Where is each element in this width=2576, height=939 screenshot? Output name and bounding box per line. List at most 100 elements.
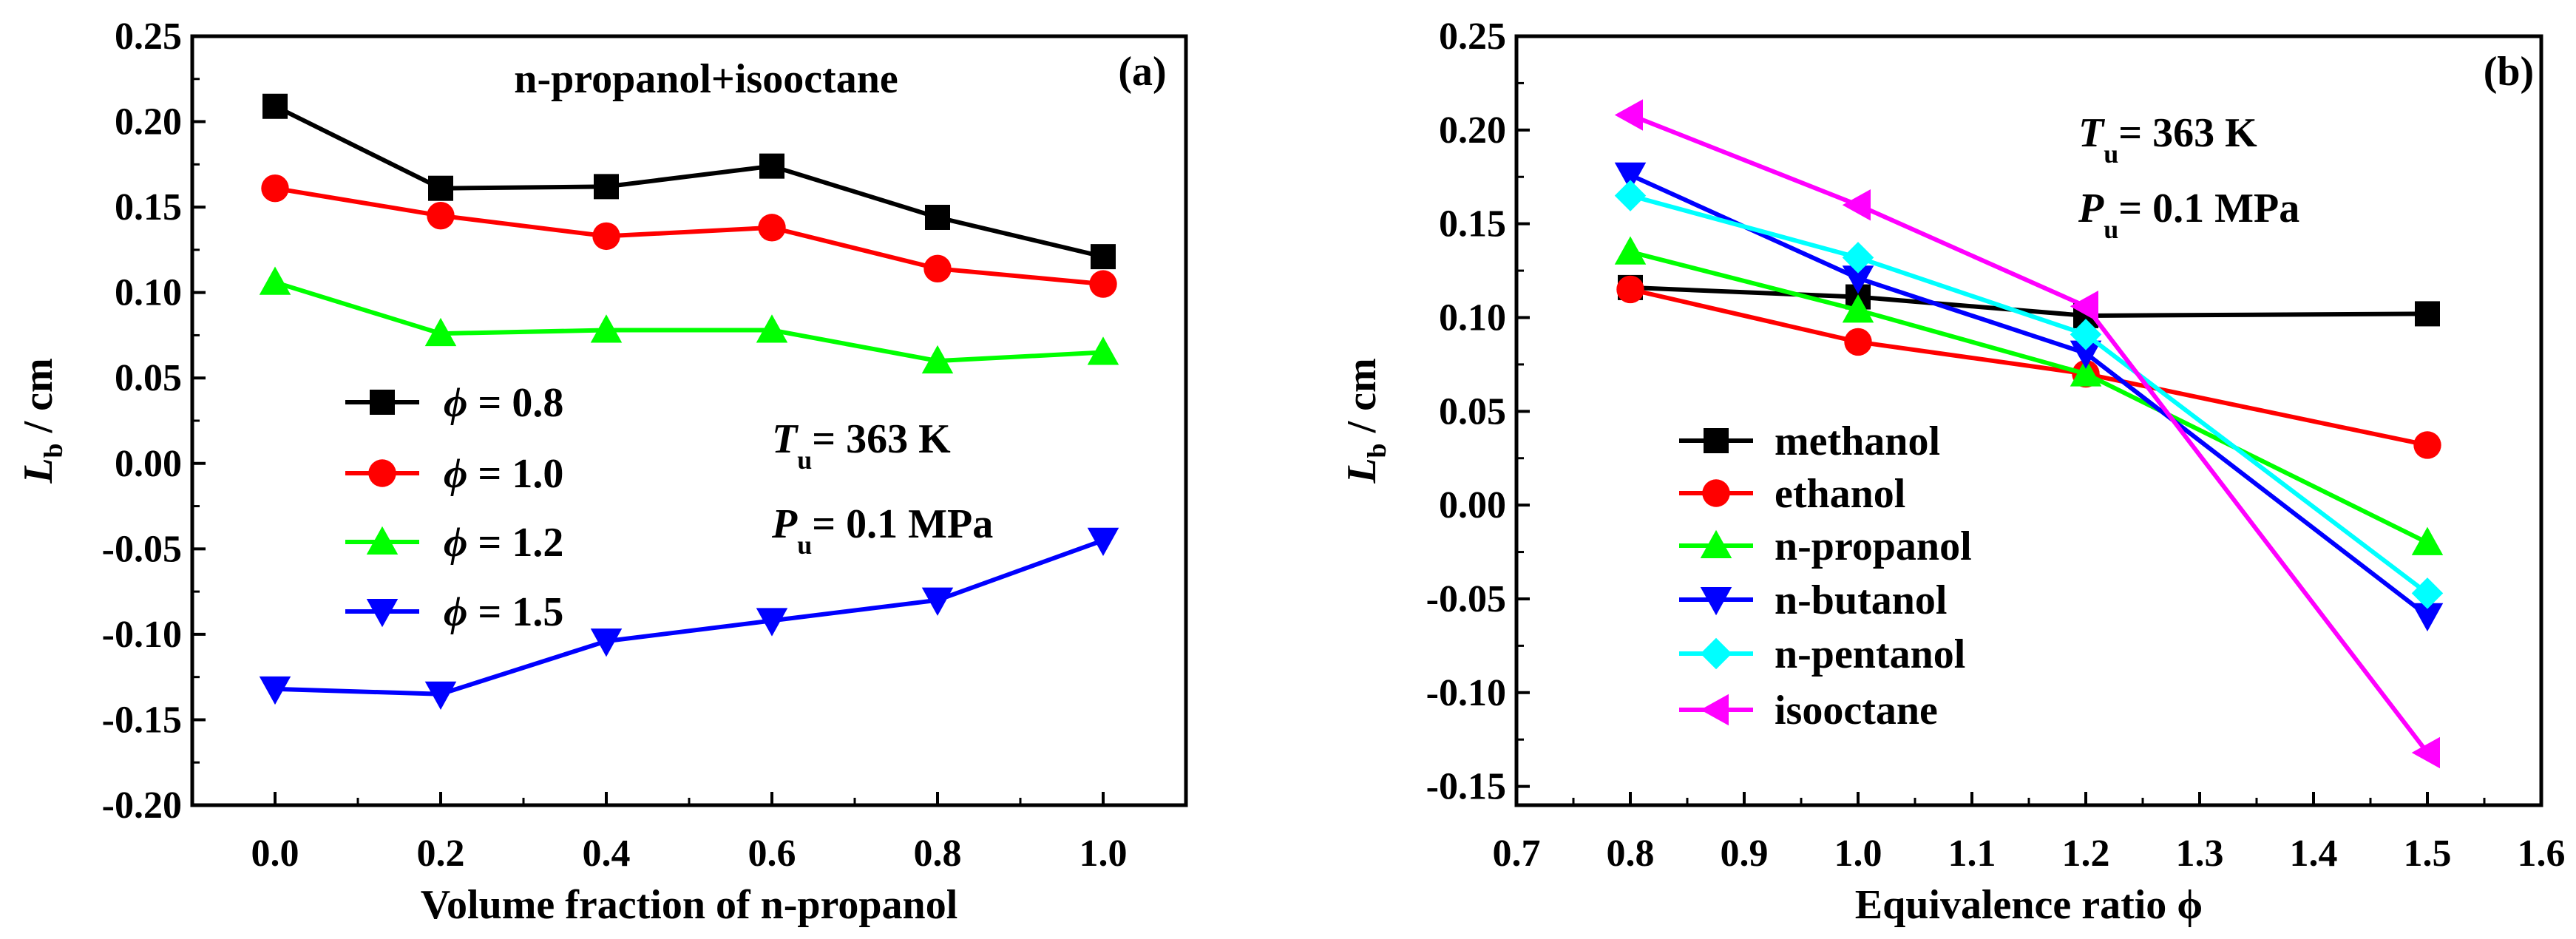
panel-label: (a) [1118,49,1166,95]
data-point [592,222,620,251]
data-point [262,93,288,119]
data-point [925,204,950,230]
legend-symbol: ϕ [444,451,467,497]
legend-label: ϕ = 1.0 [444,451,563,497]
annotation-value: = 0.1 MPa [2118,186,2299,231]
data-point [1842,265,1874,294]
data-point [1089,270,1117,298]
data-point [2413,431,2441,459]
series-line [274,186,1104,287]
x-tick-label: 0.8 [914,833,962,875]
legend-value: = 1.2 [467,520,563,566]
legend-symbol: ϕ [444,520,467,566]
annotation-subscript: u [797,445,812,475]
data-point [424,681,457,711]
series--1-0 [261,174,1117,298]
annotation-value: = 363 K [812,416,951,462]
annotation-value: = 363 K [2118,110,2257,156]
y-tick-label: 0.15 [1439,203,1506,245]
y-tick-label: -0.15 [102,699,182,741]
y-tick-label: 0.25 [115,16,182,58]
data-point [427,201,455,230]
legend-label: isooctane [1775,688,1938,733]
legend-marker [1704,428,1729,453]
legend-label: ϕ = 1.2 [444,520,563,566]
y-tick-label: 0.20 [1439,109,1506,152]
data-point [261,174,289,203]
data-point [1842,242,1874,274]
series-line [1630,193,2429,595]
y-tick-label: -0.10 [1426,672,1506,714]
series-line [274,538,1105,696]
data-point [923,254,952,283]
x-tick-label: 1.1 [1948,833,1996,875]
data-point [921,587,954,616]
series--1-5 [259,527,1119,711]
data-point [756,314,788,343]
panel-label: (b) [2484,49,2534,95]
legend-marker [368,459,396,487]
data-point [2411,603,2444,632]
series-line [1630,287,2428,447]
data-point [428,175,453,201]
data-point [590,314,623,343]
data-point [1844,328,1872,356]
annotation-symbol: T [772,416,799,462]
data-point [1614,236,1647,265]
legend-value: = 1.0 [467,451,563,497]
y-tick-label: -0.05 [102,528,182,570]
legend-label: n-propanol [1775,523,1972,569]
legend-label: methanol [1775,418,1940,464]
y-axis-label-subscript: b [38,443,68,458]
legend-symbol: ϕ [444,380,467,426]
data-point [259,266,291,295]
legend-marker [1700,529,1732,558]
series--1-2 [259,266,1119,374]
data-point [259,676,291,705]
legend-label: n-pentanol [1775,631,1965,677]
data-point [594,174,619,200]
legend-marker [1700,694,1729,726]
temperature-annotation: Tu= 363 K [2078,110,2257,169]
series-isooctane [1614,99,2440,769]
x-tick-label: 1.2 [2062,833,2110,875]
data-point [2070,358,2102,387]
annotation-subscript: u [797,530,812,560]
data-point [424,317,457,347]
y-axis-label: Lb / cm [1339,358,1392,484]
chart-panel-b: 0.7 0.8 0.9 1.0 1.1 1.2 1.3 1.4 1.5 1.6 -0.15 -0.10… [1339,16,2566,928]
legend-value: = 0.8 [467,380,563,426]
x-tick-label: 1.0 [1834,833,1882,875]
x-tick-label: 1.5 [2404,833,2452,875]
x-tick-label: 0.6 [748,833,796,875]
data-point [921,345,954,374]
x-tick-label: 0.4 [583,833,631,875]
data-point [2070,319,2102,350]
series-line [274,279,1104,364]
annotation-subscript: u [2104,139,2118,169]
data-point [1614,162,1647,191]
y-tick-label: -0.20 [102,784,182,827]
data-point [2415,301,2440,327]
x-axis-label: Equivalence ratio ϕ [1855,882,2203,928]
data-point [1842,189,1871,221]
series-n-butanol [1614,162,2444,632]
x-tick-label: 0.9 [1721,833,1769,875]
pressure-annotation: Pu= 0.1 MPa [771,501,993,560]
annotation-symbol: P [2078,186,2104,231]
series-line [1630,285,2428,318]
data-point [759,153,784,179]
legend-marker [1702,479,1730,507]
y-tick-label: 0.00 [115,443,182,485]
annotation-value: = 0.1 MPa [812,501,993,547]
y-tick-label: 0.15 [115,186,182,228]
data-point [2070,340,2102,369]
x-tick-label: 1.6 [2518,833,2566,875]
data-point [1614,99,1643,131]
legend-label: ethanol [1775,471,1905,517]
series-line [1629,112,2430,754]
series-n-pentanol [1614,180,2444,609]
data-point [2411,526,2444,555]
x-tick-label: 0.7 [1493,833,1541,875]
x-tick-label: 1.4 [2290,833,2338,875]
